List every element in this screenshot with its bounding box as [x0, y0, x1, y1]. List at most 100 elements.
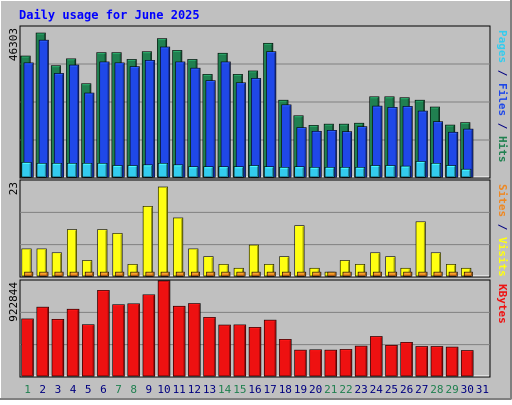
bar-sites-day-3 — [54, 271, 64, 277]
bar-pages-day-25 — [385, 165, 396, 178]
bar-pages-day-29 — [446, 165, 457, 178]
legend-part: / — [496, 116, 509, 136]
bar-pages-day-28 — [430, 163, 441, 178]
bar-kbytes-day-9 — [142, 294, 156, 377]
bar-kbytes-day-29 — [445, 346, 459, 377]
day-label-26: 26 — [400, 383, 413, 396]
day-label-30: 30 — [461, 383, 474, 396]
bar-sites-day-11 — [175, 271, 185, 277]
bar-kbytes-day-8 — [127, 303, 140, 377]
legend-part: Pages — [496, 30, 509, 63]
bar-sites-day-21 — [327, 271, 337, 277]
bar-kbytes-day-19 — [294, 349, 307, 377]
series-files — [23, 39, 474, 178]
bar-kbytes-day-7 — [112, 304, 125, 377]
bar-pages-day-8 — [127, 165, 138, 178]
bar-pages-day-20 — [309, 167, 320, 178]
bar-kbytes-day-1 — [21, 318, 34, 377]
bar-pages-day-14 — [218, 166, 229, 178]
bar-sites-day-23 — [357, 271, 367, 277]
series-pages — [21, 161, 472, 178]
bar-kbytes-day-12 — [188, 303, 201, 377]
bar-pages-day-15 — [233, 166, 244, 178]
bar-sites-day-5 — [84, 271, 94, 277]
bar-sites-day-6 — [100, 271, 109, 277]
bar-kbytes-day-13 — [203, 317, 216, 377]
bar-kbytes-day-18 — [279, 339, 292, 377]
bar-pages-day-7 — [112, 165, 123, 178]
bar-pages-day-6 — [97, 163, 108, 178]
bar-sites-day-14 — [221, 271, 231, 277]
bar-pages-day-12 — [188, 166, 199, 178]
bar-pages-day-23 — [355, 167, 366, 178]
series-sites — [24, 271, 473, 277]
bar-sites-day-22 — [342, 271, 352, 277]
series-kbytes — [21, 280, 474, 377]
day-label-2: 2 — [39, 383, 46, 396]
day-label-1: 1 — [24, 383, 31, 396]
day-label-11: 11 — [173, 383, 186, 396]
bar-sites-day-17 — [266, 271, 276, 277]
day-label-13: 13 — [203, 383, 216, 396]
bar-kbytes-day-21 — [324, 349, 338, 377]
day-label-9: 9 — [146, 383, 153, 396]
bar-pages-day-16 — [248, 165, 259, 178]
bar-pages-day-1 — [21, 162, 32, 178]
bar-kbytes-day-30 — [461, 350, 474, 377]
bar-kbytes-day-15 — [233, 324, 247, 377]
bar-sites-day-16 — [251, 271, 261, 277]
day-label-19: 19 — [294, 383, 307, 396]
day-label-10: 10 — [157, 383, 170, 396]
day-label-5: 5 — [85, 383, 92, 396]
bar-kbytes-day-16 — [248, 327, 262, 377]
bar-sites-day-12 — [191, 271, 200, 277]
chart-panels: 46303 Pages / Files / Hits 23 Sites / Visit… — [7, 25, 509, 378]
legend-part: Files — [496, 83, 509, 116]
bar-kbytes-day-17 — [263, 319, 277, 377]
panel-top: 46303 Pages / Files / Hits — [7, 25, 509, 179]
day-label-23: 23 — [355, 383, 368, 396]
bar-sites-day-28 — [433, 271, 443, 277]
legend-part: Hits — [496, 136, 509, 163]
legend-part: Visits — [496, 237, 509, 277]
bar-sites-day-26 — [403, 271, 413, 277]
bar-sites-day-13 — [206, 271, 216, 277]
bar-kbytes-day-28 — [430, 346, 444, 377]
day-label-6: 6 — [100, 383, 107, 396]
bar-pages-day-22 — [339, 167, 350, 178]
day-label-24: 24 — [370, 383, 384, 396]
bar-sites-day-1 — [24, 271, 34, 277]
panel-bottom-max-label: 922844 — [7, 282, 20, 322]
day-label-29: 29 — [445, 383, 458, 396]
day-label-17: 17 — [264, 383, 277, 396]
bar-kbytes-day-20 — [309, 349, 322, 377]
day-axis: 1 2 3 4 5 6 7 8 9 10 11 12 13 14 15 16 17 18 19 20 21 22 23 24 2… — [24, 383, 489, 396]
bar-kbytes-day-25 — [385, 345, 398, 377]
panel-bottom-legend: KBytes — [496, 284, 509, 324]
day-label-8: 8 — [130, 383, 137, 396]
day-label-27: 27 — [415, 383, 428, 396]
panel-bottom-frame — [19, 279, 491, 378]
day-label-7: 7 — [115, 383, 122, 396]
bar-pages-day-10 — [157, 163, 168, 178]
day-label-12: 12 — [188, 383, 201, 396]
legend-part: / — [496, 217, 509, 237]
day-label-20: 20 — [309, 383, 322, 396]
bar-kbytes-day-22 — [339, 349, 353, 377]
bar-sites-day-20 — [312, 271, 322, 277]
day-label-22: 22 — [339, 383, 352, 396]
bar-sites-day-10 — [160, 271, 170, 277]
panel-middle-frame — [19, 179, 491, 278]
bar-sites-day-27 — [418, 271, 428, 277]
panel-bottom: 922844 KBytes — [7, 279, 509, 378]
bar-kbytes-day-3 — [51, 318, 65, 377]
bar-pages-day-9 — [142, 164, 153, 178]
bar-sites-day-25 — [388, 271, 398, 277]
legend-part: / — [496, 63, 509, 83]
bar-pages-day-27 — [415, 161, 426, 178]
bar-kbytes-day-23 — [354, 345, 368, 377]
panel-top-max-label: 46303 — [7, 28, 20, 61]
bar-pages-day-18 — [279, 167, 290, 178]
bar-kbytes-day-4 — [66, 308, 80, 377]
bar-kbytes-day-24 — [370, 336, 383, 377]
